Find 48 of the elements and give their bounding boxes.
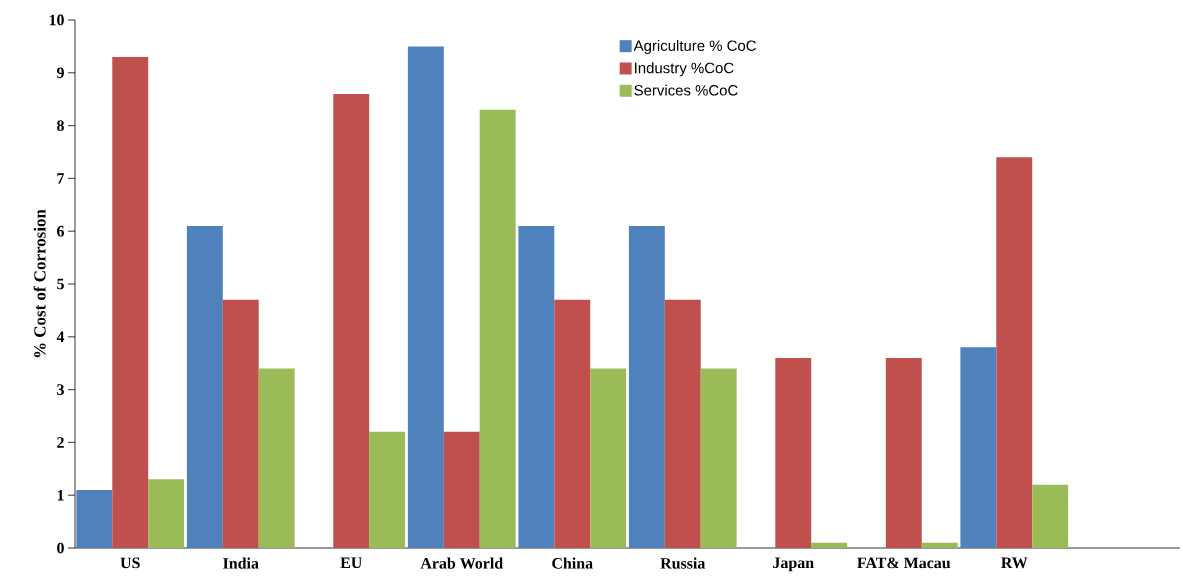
y-axis-title: % Cost of Corrosion: [33, 209, 46, 358]
y-tick-label: 3: [57, 384, 64, 395]
bar: [885, 357, 922, 548]
legend-label: Services %CoC: [634, 84, 738, 96]
bar: [112, 56, 149, 548]
bar: [518, 225, 555, 548]
x-tick-label: India: [223, 557, 259, 569]
x-tick-label: RW: [1001, 557, 1028, 569]
bar: [333, 93, 370, 548]
y-tick-label: 9: [56, 67, 64, 79]
bar: [775, 357, 812, 548]
bar: [590, 368, 627, 548]
x-tick-label: FAT& Macau: [857, 557, 951, 569]
y-tick-label: 1: [57, 489, 64, 501]
y-tick-label: 2: [57, 437, 64, 448]
x-tick-label: Arab World: [420, 557, 503, 569]
legend-label: Industry %CoC: [635, 62, 734, 77]
bar: [76, 489, 113, 548]
y-tick-label: 4: [56, 331, 65, 343]
x-tick-label: US: [120, 557, 140, 569]
bar: [407, 46, 444, 548]
x-tick-label: China: [552, 557, 593, 569]
x-tick-label: EU: [340, 557, 362, 569]
y-tick-label: 8: [57, 120, 64, 131]
bar: [222, 299, 259, 548]
bar: [996, 157, 1033, 548]
legend-label: Agriculture % CoC: [633, 40, 756, 54]
bar: [148, 479, 185, 548]
bar: [700, 368, 737, 548]
bar: [921, 542, 958, 548]
x-tick-label: Japan: [773, 557, 814, 572]
y-tick-label: 7: [57, 173, 65, 184]
bar: [554, 299, 591, 548]
y-tick-label: 10: [49, 14, 64, 26]
y-tick-label: 5: [57, 278, 64, 290]
bar: [960, 347, 997, 548]
bar: [479, 109, 516, 548]
bar: [443, 431, 480, 548]
bar: [1032, 484, 1069, 548]
y-tick-label: 0: [57, 542, 64, 554]
x-tick-label: Russia: [660, 557, 706, 569]
bar: [628, 225, 665, 548]
bar: [811, 542, 848, 548]
bar: [369, 431, 406, 548]
bar: [258, 368, 295, 548]
y-tick-label: 6: [57, 225, 65, 237]
bar: [186, 225, 223, 548]
bar: [664, 299, 701, 548]
